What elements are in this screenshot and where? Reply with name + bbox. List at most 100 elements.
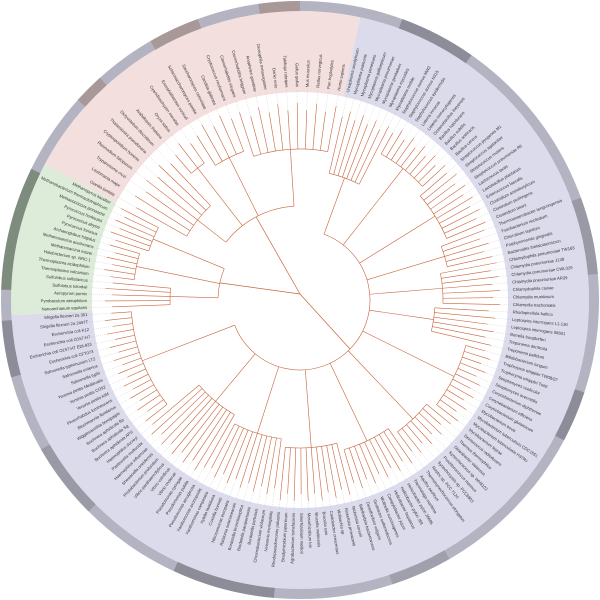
branch bbox=[109, 340, 137, 348]
leader-line bbox=[379, 108, 390, 130]
branch bbox=[147, 399, 164, 412]
branch bbox=[287, 447, 291, 494]
branch bbox=[390, 139, 405, 161]
leader-line bbox=[421, 442, 438, 461]
leader-line bbox=[235, 487, 241, 502]
leader-line bbox=[140, 161, 158, 178]
leader-line bbox=[121, 187, 136, 197]
leader-line bbox=[221, 482, 228, 497]
branch bbox=[239, 112, 254, 157]
branch bbox=[161, 391, 206, 435]
clade-arc bbox=[285, 443, 337, 449]
leaf-label: Sulfolobus solfataricus bbox=[46, 274, 88, 283]
leader-line bbox=[413, 127, 422, 139]
leaf-label: Bradyrhizobium japonicum bbox=[280, 512, 288, 562]
branch bbox=[452, 378, 471, 389]
leader-line bbox=[472, 191, 482, 198]
leader-line bbox=[470, 388, 488, 398]
branch bbox=[359, 444, 376, 484]
branch bbox=[258, 107, 269, 153]
branch bbox=[422, 408, 442, 425]
branch bbox=[434, 312, 496, 319]
branch bbox=[112, 282, 171, 289]
branch bbox=[235, 431, 254, 479]
leader-line bbox=[462, 185, 478, 195]
branch bbox=[364, 441, 380, 475]
leaf-label: Rhodopseudomonas palustris bbox=[271, 512, 281, 568]
branch bbox=[439, 206, 471, 224]
leader-line bbox=[421, 452, 432, 466]
branch bbox=[342, 115, 364, 178]
leader-line bbox=[353, 483, 360, 503]
leader-line bbox=[476, 376, 494, 384]
branch bbox=[106, 329, 134, 335]
branch bbox=[427, 183, 456, 205]
leader-line bbox=[349, 494, 353, 505]
clade-arc bbox=[440, 246, 448, 267]
leader-line bbox=[101, 228, 111, 233]
branch bbox=[312, 103, 318, 150]
leader-line bbox=[485, 218, 495, 223]
leaf-label: Shigella flexneri 2a 301 bbox=[44, 312, 88, 320]
leaf-label: Wolbachia sp. bbox=[336, 509, 346, 536]
branch bbox=[287, 110, 291, 150]
leaf-label: Chlamydia muridarum bbox=[513, 294, 555, 300]
branch bbox=[418, 412, 442, 435]
branch bbox=[369, 439, 389, 478]
leader-line bbox=[89, 294, 113, 296]
leader-line bbox=[446, 161, 460, 174]
clade-arc bbox=[440, 273, 444, 304]
branch bbox=[359, 215, 436, 264]
leader-line bbox=[464, 179, 474, 186]
branch bbox=[366, 256, 445, 281]
leader-line bbox=[278, 499, 281, 510]
leader-line bbox=[341, 489, 346, 507]
branch bbox=[436, 196, 473, 219]
branch bbox=[203, 414, 235, 468]
branch bbox=[119, 228, 153, 242]
leader-line bbox=[178, 126, 191, 144]
branch bbox=[414, 416, 433, 435]
branch bbox=[112, 304, 171, 308]
leaf-label: Gallus gallus bbox=[295, 63, 300, 87]
leader-line bbox=[495, 318, 511, 320]
branch bbox=[296, 103, 299, 150]
branch bbox=[197, 219, 227, 243]
branch bbox=[137, 394, 161, 411]
leader-line bbox=[95, 247, 115, 253]
branch bbox=[442, 297, 493, 299]
branch bbox=[213, 126, 230, 158]
leaf-label: Chlamydophila caviae bbox=[513, 285, 555, 292]
leaf-label: Mus musculus bbox=[305, 60, 311, 87]
ring-segment bbox=[571, 197, 598, 275]
leader-line bbox=[400, 470, 408, 482]
leader-line bbox=[89, 313, 112, 315]
leader-line bbox=[455, 173, 469, 184]
branch bbox=[449, 384, 474, 399]
branch bbox=[115, 219, 155, 238]
branch bbox=[380, 132, 394, 155]
branch bbox=[223, 428, 244, 475]
leader-line bbox=[95, 347, 110, 352]
branch bbox=[293, 447, 296, 501]
branch bbox=[118, 363, 144, 374]
leader-line bbox=[415, 131, 428, 148]
leader-line bbox=[112, 203, 122, 209]
leader-line bbox=[322, 499, 324, 510]
branch bbox=[104, 269, 136, 275]
branch bbox=[136, 207, 187, 237]
branch bbox=[228, 157, 259, 216]
branch bbox=[422, 165, 446, 187]
branch bbox=[231, 118, 244, 152]
branch bbox=[321, 446, 329, 492]
branch bbox=[250, 116, 262, 155]
leader-line bbox=[121, 400, 141, 413]
leader-line bbox=[117, 398, 131, 406]
leader-line bbox=[487, 323, 510, 328]
leader-line bbox=[99, 360, 114, 366]
leader-line bbox=[445, 156, 455, 166]
leader-line bbox=[476, 211, 492, 219]
branch bbox=[211, 423, 236, 469]
branch bbox=[410, 420, 432, 444]
